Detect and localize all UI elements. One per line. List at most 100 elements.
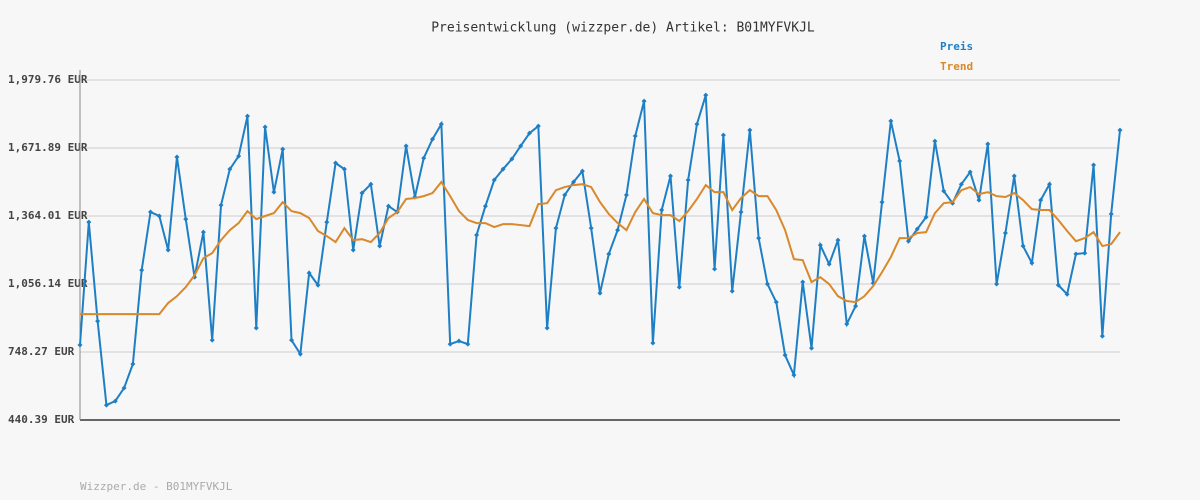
point-marker [253, 325, 259, 331]
point-marker [324, 219, 330, 225]
point-marker [967, 169, 973, 175]
point-marker [905, 238, 911, 244]
point-marker [236, 153, 242, 159]
point-marker [976, 197, 982, 203]
point-marker [861, 233, 867, 239]
point-marker [800, 279, 806, 285]
point-marker [773, 299, 779, 305]
chart-title: Preisentwicklung (wizzper.de) Artikel: B… [431, 21, 815, 36]
point-marker [200, 229, 206, 235]
point-marker [897, 158, 903, 164]
point-marker [853, 303, 859, 309]
point-marker [121, 385, 127, 391]
point-marker [306, 270, 312, 276]
point-marker [271, 189, 277, 195]
point-marker [227, 166, 233, 172]
point-marker [218, 202, 224, 208]
point-marker [685, 177, 691, 183]
point-marker [289, 337, 295, 343]
point-marker [914, 226, 920, 232]
y-tick-label: 440.39 EUR [8, 413, 75, 426]
y-tick-label: 748.27 EUR [8, 345, 75, 358]
point-marker [165, 247, 171, 253]
point-marker [756, 235, 762, 241]
point-marker [421, 155, 427, 161]
point-marker [791, 372, 797, 378]
point-marker [888, 118, 894, 124]
point-marker [526, 130, 532, 136]
point-marker [597, 290, 603, 296]
point-marker [130, 361, 136, 367]
point-marker [782, 352, 788, 358]
point-marker [1029, 260, 1035, 266]
series-line [80, 180, 1121, 316]
point-marker [377, 243, 383, 249]
point-marker [1091, 162, 1097, 168]
point-marker [139, 267, 145, 273]
point-marker [985, 141, 991, 147]
point-marker [932, 138, 938, 144]
point-marker [1117, 127, 1123, 133]
point-marker [1046, 181, 1052, 187]
point-marker [438, 121, 444, 127]
point-marker [826, 261, 832, 267]
series-line [79, 94, 1121, 407]
point-marker [1099, 333, 1105, 339]
point-marker [738, 209, 744, 215]
point-marker [474, 232, 480, 238]
point-marker [747, 127, 753, 133]
point-marker [359, 190, 365, 196]
point-marker [112, 398, 118, 404]
point-marker [844, 321, 850, 327]
point-marker [297, 351, 303, 357]
point-marker [403, 143, 409, 149]
point-marker [103, 402, 109, 408]
point-marker [465, 341, 471, 347]
point-marker [500, 166, 506, 172]
point-marker [571, 179, 577, 185]
point-marker [148, 209, 154, 215]
point-marker [632, 133, 638, 139]
point-marker [368, 181, 374, 187]
point-marker [1020, 243, 1026, 249]
point-marker [280, 146, 286, 152]
point-marker [1011, 173, 1017, 179]
point-marker [1108, 211, 1114, 217]
point-marker [817, 242, 823, 248]
point-marker [491, 177, 497, 183]
point-marker [174, 154, 180, 160]
point-marker [994, 281, 1000, 287]
point-marker [553, 225, 559, 231]
point-marker [244, 113, 250, 119]
y-tick-label: 1,056.14 EUR [8, 277, 88, 290]
point-marker [482, 203, 488, 209]
y-tick-label: 1,979.76 EUR [8, 73, 88, 86]
point-marker [703, 92, 709, 98]
point-marker [958, 181, 964, 187]
point-marker [923, 214, 929, 220]
legend-label: Trend [940, 60, 973, 73]
point-marker [430, 136, 436, 142]
legend-label: Preis [940, 40, 973, 53]
y-tick-label: 1,671.89 EUR [8, 141, 88, 154]
point-marker [579, 168, 585, 174]
point-marker [615, 227, 621, 233]
point-marker [720, 132, 726, 138]
point-marker [456, 338, 462, 344]
point-marker [562, 192, 568, 198]
point-marker [315, 282, 321, 288]
point-marker [518, 143, 524, 149]
point-marker [650, 340, 656, 346]
point-marker [333, 160, 339, 166]
point-marker [385, 203, 391, 209]
point-marker [156, 213, 162, 219]
point-marker [77, 342, 83, 348]
point-marker [879, 199, 885, 205]
point-marker [606, 251, 612, 257]
point-marker [262, 124, 268, 130]
point-marker [86, 219, 92, 225]
point-marker [1064, 291, 1070, 297]
point-marker [447, 341, 453, 347]
point-marker [694, 121, 700, 127]
